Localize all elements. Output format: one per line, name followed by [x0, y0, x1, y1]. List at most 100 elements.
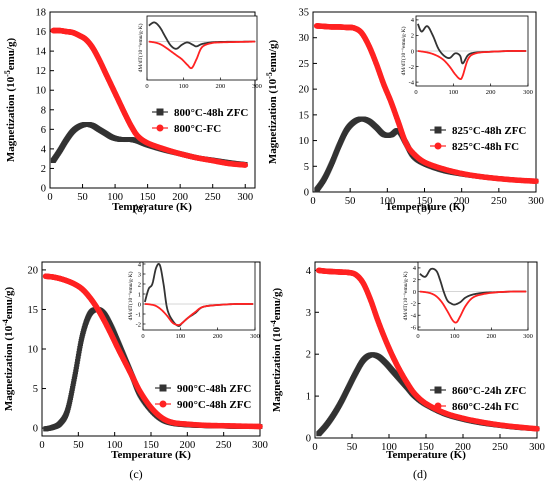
- y-axis-label: Magnetization (10-5emu/g): [265, 40, 279, 165]
- inset-chart: 0 100 200 300 4 2 0 -2 -4 -6dM/dT(10⁻⁶emu/g·K): [402, 261, 533, 340]
- y-tick-label: 4: [41, 144, 47, 155]
- chart-panel-a: 0 50 100 150 200 250 300 0 2 4 6 8 10 12 14 16 18 Tempera…: [3, 8, 262, 216]
- inset-y-tick-label: -2: [409, 64, 414, 71]
- inset-y-tick-label: 0: [411, 48, 414, 55]
- legend-label: 800°C-FC: [174, 123, 221, 135]
- legend-marker: [159, 384, 167, 392]
- data-point: [73, 369, 79, 375]
- y-tick-label: 4: [306, 266, 312, 277]
- inset-y-tick-label: 1: [138, 291, 141, 298]
- inset-y-tick-label: 0: [413, 289, 416, 296]
- inset-series-fc: [419, 290, 527, 324]
- y-tick-label: 5: [33, 384, 38, 395]
- x-axis-label: Temperature (K): [112, 201, 192, 213]
- x-tick-label: 100: [381, 442, 397, 453]
- y-tick-label: 14: [36, 47, 47, 58]
- x-tick-label: 250: [492, 442, 508, 453]
- y-tick-label: 25: [299, 59, 310, 70]
- x-axis-label: Temperature (K): [386, 449, 466, 461]
- y-tick-label: 18: [36, 8, 47, 19]
- x-tick-label: 150: [418, 442, 434, 453]
- x-tick-label: 300: [237, 192, 253, 203]
- inset-y-tick-label: 3: [138, 271, 141, 278]
- y-axis-label-unit: emu/g): [3, 287, 15, 320]
- inset-y-axis-label: dM/dT(10⁻⁶emu/g·K): [137, 23, 144, 72]
- x-tick-label: 100: [379, 196, 395, 207]
- legend-marker: [156, 124, 164, 132]
- inset-y-tick-label: 4: [411, 17, 415, 24]
- x-tick-label: 0: [39, 440, 44, 451]
- panel-caption: (d): [413, 467, 427, 481]
- inset-frame: [142, 261, 256, 331]
- inset-y-tick-label: -2: [136, 321, 141, 328]
- x-tick-label: 50: [347, 442, 358, 453]
- y-tick-label: 15: [28, 305, 39, 316]
- data-point: [76, 348, 82, 354]
- plot-frame: [49, 11, 256, 189]
- inset-x-tick-label: 200: [213, 333, 223, 340]
- y-tick-label: 10: [299, 136, 310, 147]
- data-point: [533, 178, 539, 184]
- legend-marker: [434, 402, 442, 410]
- x-tick-label: 50: [345, 196, 356, 207]
- inset-x-tick-label: 0: [141, 333, 144, 340]
- y-tick-label: 35: [299, 8, 310, 19]
- x-tick-label: 300: [528, 196, 544, 207]
- legend-marker: [434, 126, 442, 134]
- x-tick-label: 0: [47, 192, 52, 203]
- x-axis-label: Temperature (K): [111, 449, 191, 461]
- data-point: [75, 353, 81, 359]
- y-tick-label: 10: [28, 345, 39, 356]
- legend-marker: [434, 386, 442, 394]
- y-tick-label: 2: [306, 350, 311, 361]
- x-tick-label: 0: [310, 196, 315, 207]
- x-tick-label: 250: [205, 192, 221, 203]
- series-fc: [313, 23, 539, 184]
- y-axis-label-main: Magnetization (10: [3, 325, 15, 411]
- y-tick-label: 15: [299, 110, 310, 121]
- inset-y-axis-label: dM/dT(10⁻⁶emu/g·K): [402, 271, 409, 320]
- inset-y-tick-label: 4: [138, 261, 142, 268]
- legend-label: 825°C-48h ZFC: [452, 125, 526, 137]
- data-point: [75, 359, 80, 364]
- series-fc: [315, 267, 540, 432]
- chart-panel-b: 0 50 100 150 200 250 30005101520253035Temperat…: [265, 8, 544, 216]
- inset-x-tick-label: 100: [448, 89, 458, 96]
- y-axis-label-unit: emu/g): [267, 40, 279, 73]
- inset-chart: 0 100 200 300 4 2 0 -2 -4dM/dT(10⁻⁶emu/g·K): [400, 15, 533, 96]
- y-axis-label-unit: emu/g): [5, 38, 17, 71]
- y-tick-label: 16: [36, 27, 47, 38]
- legend-label: 860°C-24h FC: [452, 401, 519, 413]
- inset-x-tick-label: 100: [175, 333, 185, 340]
- x-tick-label: 50: [77, 192, 88, 203]
- data-point: [257, 423, 263, 430]
- x-tick-label: 150: [143, 440, 159, 451]
- y-axis-label: Magnetization (10-4emu/g): [269, 288, 283, 413]
- data-point: [74, 364, 79, 370]
- inset-y-tick-label: 2: [413, 277, 416, 284]
- legend-marker: [159, 400, 167, 408]
- inset-y-tick-label: -4: [409, 79, 415, 86]
- y-tick-label: 0: [33, 424, 38, 435]
- y-tick-label: 10: [36, 86, 47, 97]
- inset-y-tick-label: 4: [413, 265, 417, 272]
- y-axis-label: Magnetization (10-4emu/g): [1, 287, 15, 412]
- x-tick-label: 100: [107, 440, 123, 451]
- y-tick-label: 2: [41, 164, 46, 175]
- inset-y-tick-label: -6: [411, 324, 417, 331]
- legend-label: 900°C-48h ZFC: [177, 399, 251, 411]
- x-tick-label: 200: [454, 196, 470, 207]
- x-tick-label: 300: [529, 442, 545, 453]
- y-tick-label: 20: [28, 265, 39, 276]
- inset-y-axis-label: dM/dT(10⁻⁶emu/g·K): [400, 26, 407, 75]
- data-point: [242, 162, 249, 168]
- inset-x-tick-label: 200: [215, 83, 225, 90]
- x-tick-label: 250: [491, 196, 507, 207]
- x-tick-label: 200: [172, 192, 188, 203]
- inset-x-tick-label: 200: [486, 89, 496, 96]
- y-axis-label-unit: emu/g): [271, 288, 283, 321]
- y-tick-label: 0: [306, 434, 311, 445]
- inset-y-tick-label: 0: [138, 301, 141, 308]
- x-tick-label: 150: [140, 192, 156, 203]
- inset-x-tick-label: 0: [145, 83, 148, 90]
